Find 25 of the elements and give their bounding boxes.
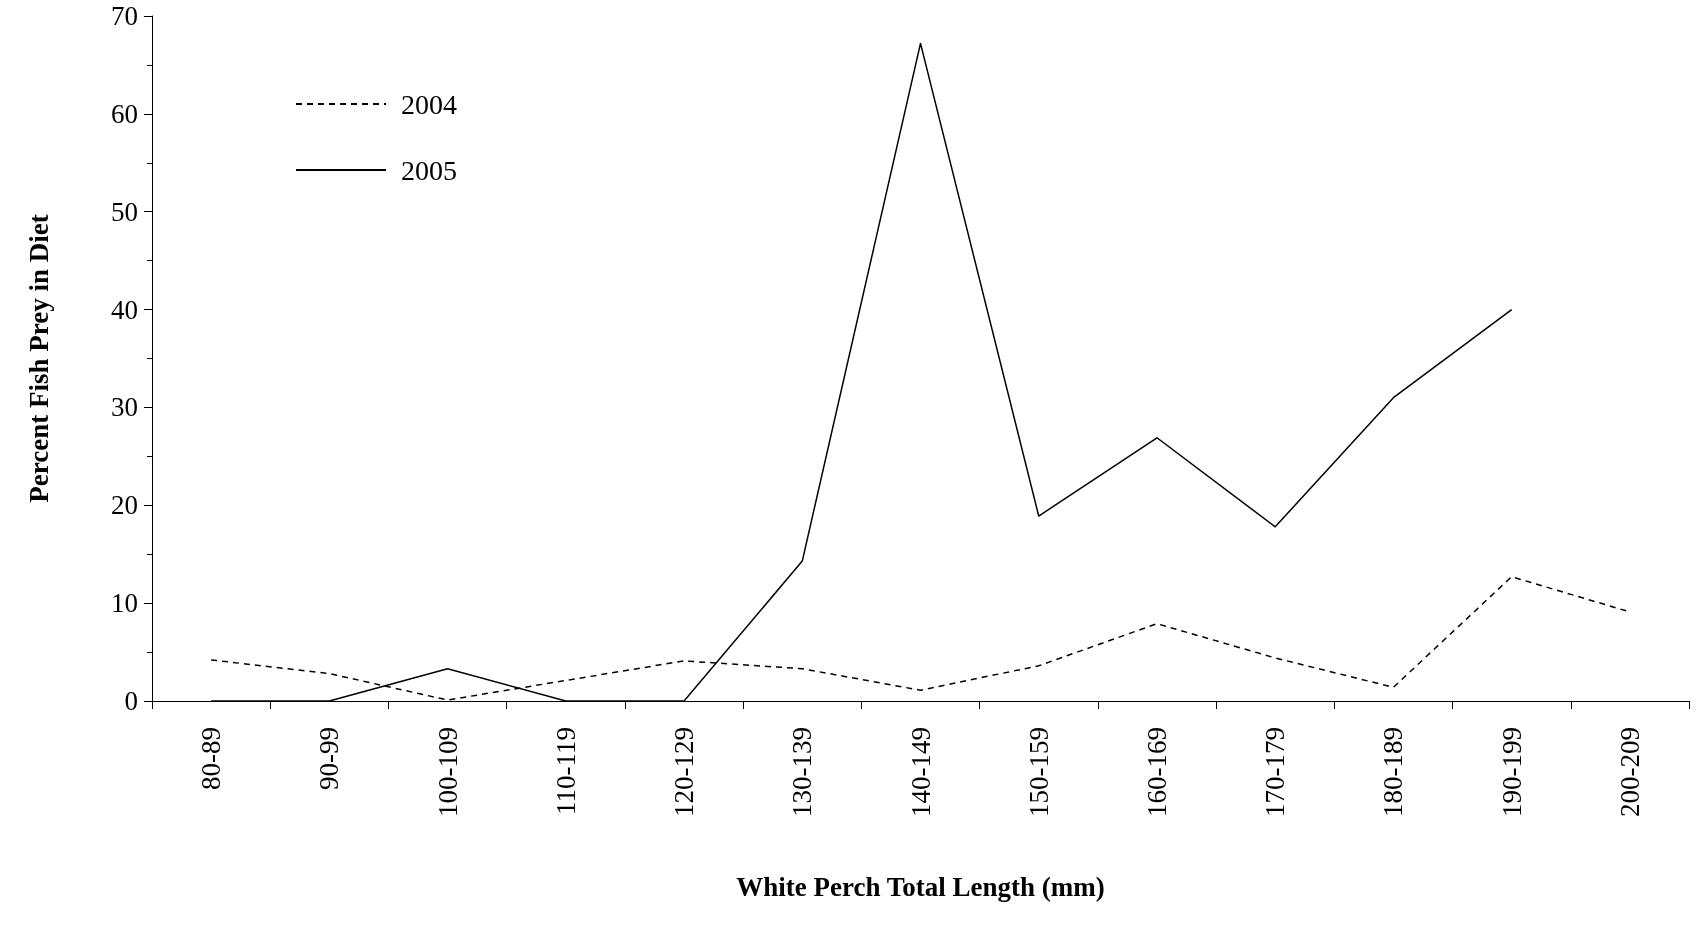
y-tick-label: 70 <box>111 1 138 31</box>
y-tick-label: 30 <box>111 392 138 423</box>
x-tick-label: 100-109 <box>432 727 463 817</box>
x-tick-label: 80-89 <box>196 727 227 790</box>
y-tick-label: 60 <box>111 98 138 129</box>
x-tick-label: 140-149 <box>905 727 936 817</box>
x-axis-title: White Perch Total Length (mm) <box>736 871 1105 902</box>
y-tick-label: 50 <box>111 196 138 227</box>
x-tick-label: 130-139 <box>787 727 818 817</box>
legend-label: 2005 <box>401 154 457 186</box>
x-tick-label: 120-129 <box>669 727 700 817</box>
x-tick-label: 110-119 <box>550 727 581 815</box>
x-tick-label: 170-179 <box>1260 727 1291 817</box>
x-tick-label: 200-209 <box>1614 727 1645 817</box>
x-tick-label: 190-199 <box>1496 727 1527 817</box>
x-tick-label: 160-169 <box>1141 727 1172 817</box>
x-tick-label: 180-189 <box>1378 727 1409 817</box>
y-tick-label: 20 <box>111 490 138 521</box>
y-tick-label: 10 <box>111 588 138 619</box>
x-tick-label: 90-99 <box>314 727 345 790</box>
y-axis-title: Percent Fish Prey in Diet <box>23 214 54 503</box>
y-tick-label: 0 <box>124 686 138 716</box>
y-tick-label: 40 <box>111 294 138 325</box>
legend-label: 2004 <box>401 88 457 120</box>
x-tick-label: 150-159 <box>1023 727 1054 817</box>
